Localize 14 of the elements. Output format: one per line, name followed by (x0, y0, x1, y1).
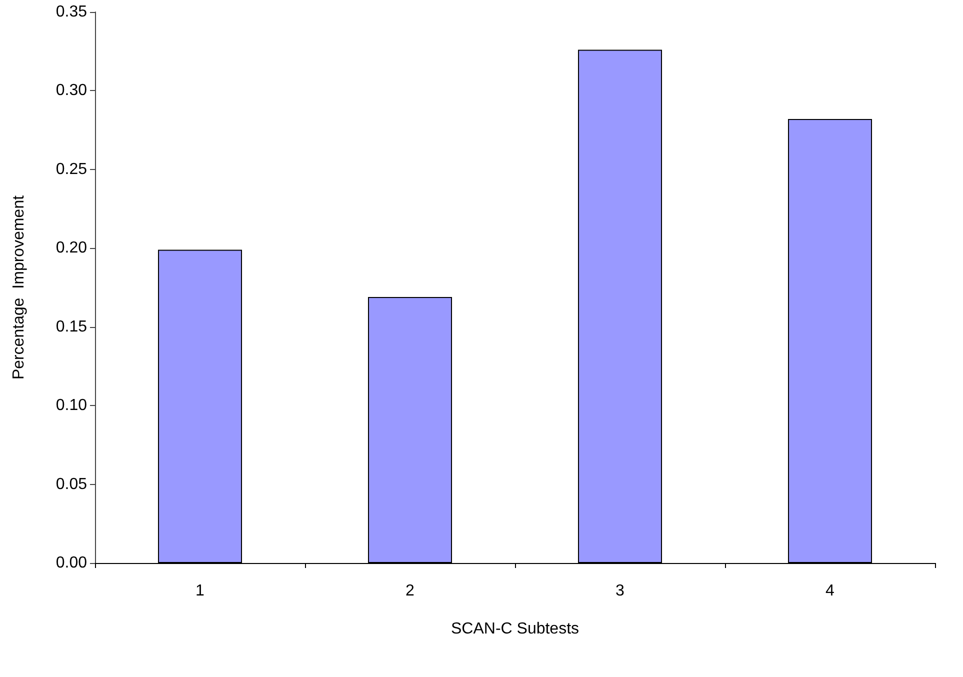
x-tick-label: 4 (826, 582, 835, 600)
x-tick-label: 3 (616, 582, 625, 600)
x-tick-label: 2 (406, 582, 415, 600)
y-tick-label: 0.25 (56, 160, 88, 178)
y-tick-label: 0.15 (56, 318, 88, 336)
x-tick-label: 1 (196, 582, 205, 600)
y-tick-label: 0.10 (56, 397, 88, 414)
y-tick-label: 0.20 (56, 240, 88, 257)
y-tick-label: 0.05 (56, 476, 88, 493)
y-axis-title: Percentage Improvement (10, 194, 28, 380)
y-tick-label: 0.30 (56, 82, 88, 100)
y-tick-label: 0.35 (56, 4, 88, 20)
x-axis-title: SCAN-C Subtests (450, 620, 580, 638)
y-tick-label: 0.00 (56, 554, 88, 572)
